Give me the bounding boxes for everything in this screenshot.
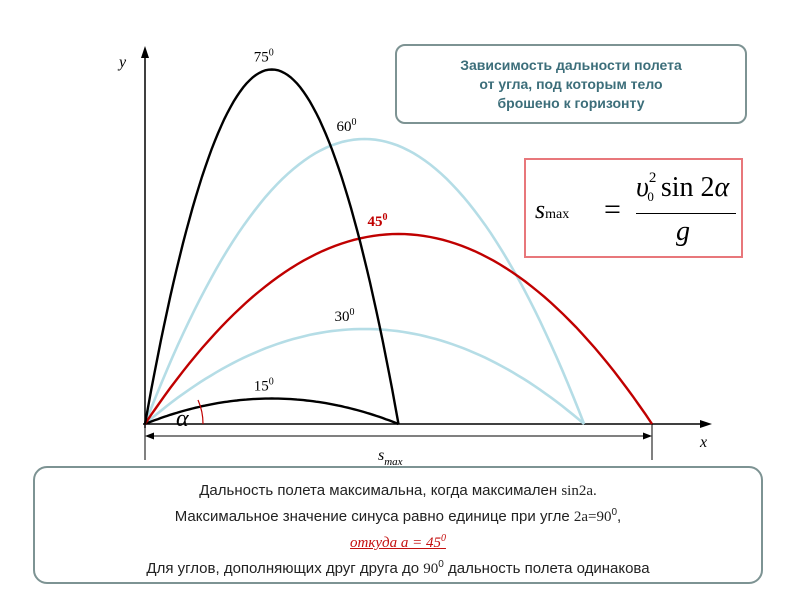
conclusion-line-2: Максимальное значение синуса равно едини… (174, 507, 622, 525)
formula-equals: = (604, 193, 621, 226)
y-axis-label: y (117, 54, 127, 71)
trajectory-30 (144, 327, 585, 425)
trajectory-60 (143, 137, 586, 425)
angle-marker: α (176, 399, 204, 432)
conclusion-line-3: откуда a = 450 (350, 533, 446, 551)
formula-denominator: g (676, 216, 690, 247)
range-arrow-left (145, 432, 154, 440)
formula-lhs: smax (535, 195, 570, 224)
formula-fraction-bar (636, 213, 736, 214)
angle-label: α (176, 406, 189, 432)
trajectory-75 (143, 68, 400, 425)
conclusion-line-4: Для углов, дополняющих друг друга до 900… (146, 559, 650, 577)
angle-label-45: 450 (368, 212, 388, 230)
angle-arc (197, 399, 204, 425)
trajectory-45 (144, 232, 653, 425)
range-label: smax (378, 447, 403, 468)
angle-labels: 600 300 150 450 750 (254, 48, 388, 395)
angle-label-75: 750 (254, 48, 274, 66)
title-box: Зависимость дальности полета от угла, по… (395, 44, 747, 124)
conclusion-box: Дальность полета максимальна, когда макс… (33, 466, 763, 584)
x-axis-arrow (700, 420, 712, 428)
formula-lhs-sub: max (545, 207, 570, 222)
title-line-1: Зависимость дальности полета (460, 56, 682, 73)
axes: x y smax (117, 46, 712, 468)
trajectory-15 (144, 397, 399, 426)
conclusion-line-1: Дальность полета максимальна, когда макс… (199, 482, 597, 499)
angle-label-60: 600 (337, 117, 357, 135)
formula-numerator: υ20 sin 2α (636, 170, 730, 204)
title-line-3: брошено к горизонту (497, 94, 645, 111)
angle-label-30: 300 (335, 307, 355, 325)
x-axis-label: x (699, 434, 707, 451)
trajectory-curves (143, 68, 653, 426)
title-line-2: от угла, под которым тело (479, 75, 663, 92)
y-axis-arrow (141, 46, 149, 58)
range-arrow-right (643, 432, 652, 440)
formula-box: smax = υ20 sin 2α g (524, 158, 743, 258)
angle-label-15: 150 (254, 377, 274, 395)
